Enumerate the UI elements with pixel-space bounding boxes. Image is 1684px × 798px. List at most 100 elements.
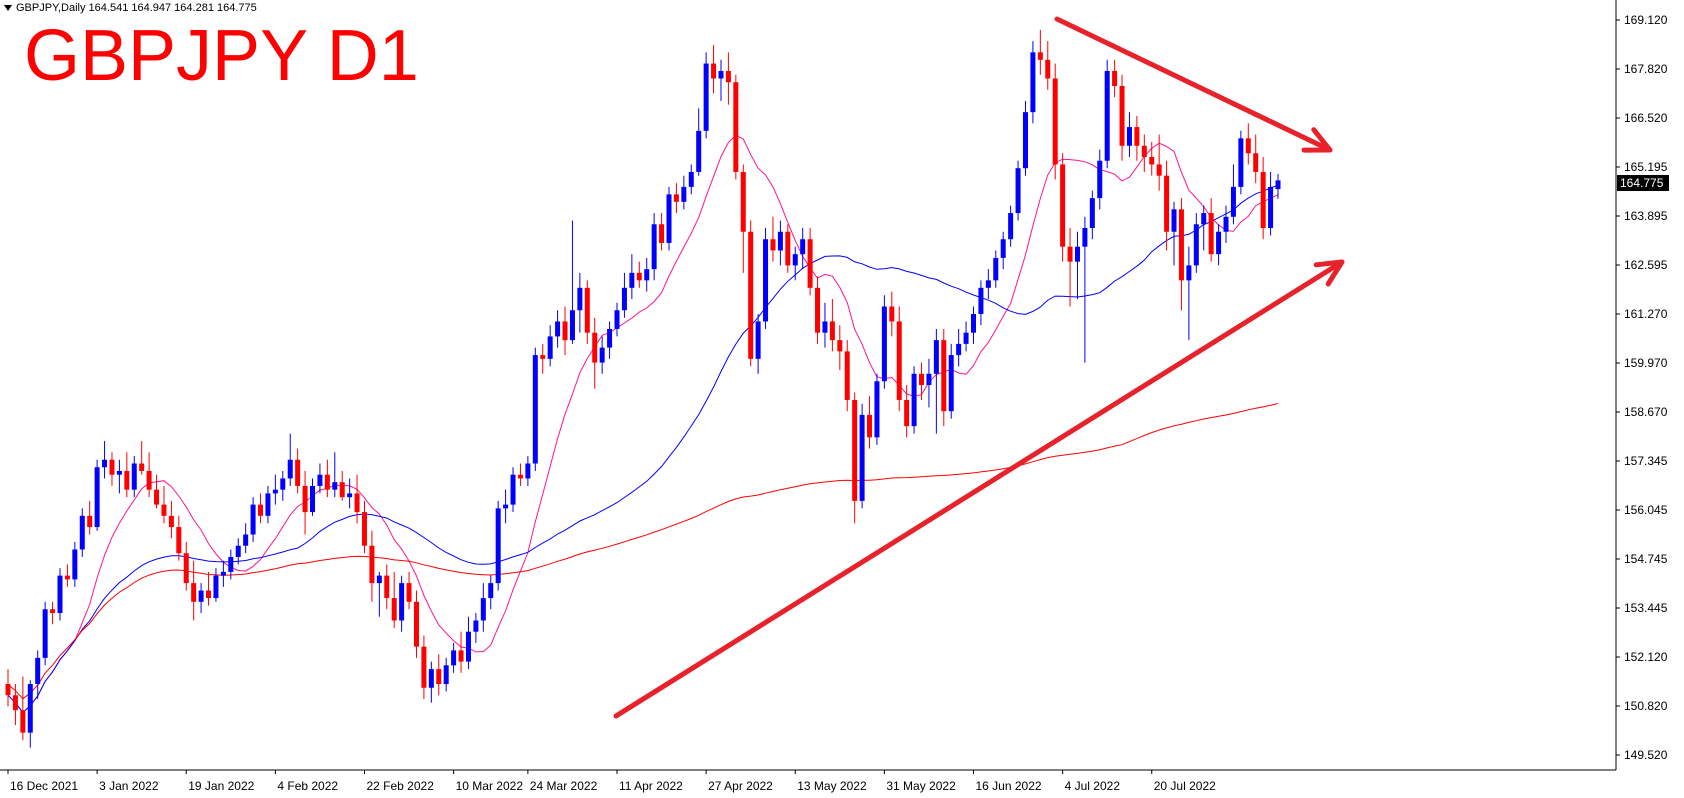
y-tick-label: 156.045 xyxy=(1624,503,1668,517)
candle xyxy=(636,261,642,288)
candle xyxy=(191,560,197,621)
candle xyxy=(659,213,665,251)
candle xyxy=(933,328,939,434)
candle xyxy=(1275,173,1281,199)
candle xyxy=(785,224,791,273)
candle xyxy=(116,459,122,494)
candle xyxy=(1238,130,1244,195)
candle-body xyxy=(384,575,390,599)
candle xyxy=(569,220,575,344)
candle-body xyxy=(369,545,375,584)
candle-body xyxy=(718,71,724,79)
candle xyxy=(800,228,806,270)
candle xyxy=(1268,171,1274,236)
candle-body xyxy=(42,609,48,658)
candle xyxy=(644,257,650,292)
y-tick-label: 162.595 xyxy=(1624,258,1668,272)
candle-body xyxy=(577,287,583,311)
candle xyxy=(1060,153,1066,262)
candle xyxy=(978,280,984,326)
candle-body xyxy=(228,556,234,572)
candle xyxy=(206,571,212,606)
candle-body xyxy=(503,504,509,509)
candle xyxy=(859,403,865,509)
candle xyxy=(1112,59,1118,98)
candle xyxy=(161,485,167,524)
candle-body xyxy=(5,684,11,696)
y-tick-label: 167.820 xyxy=(1624,62,1668,76)
candle-body xyxy=(740,171,746,232)
candle xyxy=(510,467,516,513)
candle-body xyxy=(956,343,962,356)
candle xyxy=(258,493,264,524)
candle xyxy=(963,321,969,352)
candle xyxy=(310,478,316,516)
candle-body xyxy=(64,575,70,580)
candle xyxy=(124,452,130,498)
candle xyxy=(948,343,954,419)
candle-body xyxy=(87,515,93,528)
candle-body xyxy=(1060,164,1066,247)
candle xyxy=(287,433,293,486)
x-tick-label: 11 Apr 2022 xyxy=(619,779,683,793)
candle xyxy=(94,459,100,531)
candle xyxy=(35,650,41,699)
candle-body xyxy=(361,512,367,546)
x-tick-label: 31 May 2022 xyxy=(886,779,956,793)
candle xyxy=(1171,201,1177,266)
candle-body xyxy=(659,224,665,243)
candle-body xyxy=(755,321,761,359)
candle xyxy=(243,523,249,554)
x-tick-label: 16 Jun 2022 xyxy=(975,779,1041,793)
candle xyxy=(1156,134,1162,191)
candle xyxy=(57,568,63,621)
candle-body xyxy=(1037,52,1043,60)
candle xyxy=(361,500,367,554)
candle-body xyxy=(1186,265,1192,281)
x-tick-label: 3 Jan 2022 xyxy=(99,779,159,793)
candle-body xyxy=(1097,160,1103,199)
candle-body xyxy=(540,355,546,359)
x-tick-label: 4 Jul 2022 xyxy=(1065,779,1121,793)
candle xyxy=(250,497,256,542)
candle-body xyxy=(889,306,895,322)
candle xyxy=(72,541,78,587)
x-tick-label: 10 Mar 2022 xyxy=(456,779,524,793)
candle xyxy=(592,317,598,389)
candle xyxy=(1000,231,1006,270)
candle-body xyxy=(109,459,115,475)
candle xyxy=(280,470,286,501)
candle-body xyxy=(1223,216,1229,232)
candle xyxy=(792,246,798,281)
candle-body xyxy=(443,665,449,685)
candle-body xyxy=(1104,71,1110,161)
candle-body xyxy=(763,239,769,322)
support-trendline-arrow xyxy=(613,259,1345,719)
candle xyxy=(985,269,991,300)
candle-body xyxy=(673,194,679,202)
candle xyxy=(324,459,330,498)
candle-body xyxy=(131,463,137,490)
candle-body xyxy=(79,515,85,550)
candle xyxy=(673,183,679,214)
candle xyxy=(1037,29,1043,75)
y-tick-label: 161.270 xyxy=(1624,307,1668,321)
candle-body xyxy=(265,493,271,516)
candle-body xyxy=(1008,213,1014,240)
candle-body xyxy=(146,470,152,490)
y-tick-label: 158.670 xyxy=(1624,405,1668,419)
symbol-header: GBPJPY,Daily 164.541 164.947 164.281 164… xyxy=(4,2,257,14)
candle-body xyxy=(948,355,954,412)
candle-body xyxy=(681,186,687,202)
candle-body xyxy=(748,231,754,359)
ma-mid-line xyxy=(7,184,1279,714)
candle-body xyxy=(391,598,397,621)
candle xyxy=(696,108,702,176)
candle-body xyxy=(198,590,204,602)
candle-body xyxy=(191,583,197,602)
dropdown-triangle-icon[interactable] xyxy=(4,5,12,12)
candle-body xyxy=(547,336,553,359)
candle-body xyxy=(1074,246,1080,262)
candle-body xyxy=(1238,138,1244,187)
candle-body xyxy=(1178,209,1184,281)
